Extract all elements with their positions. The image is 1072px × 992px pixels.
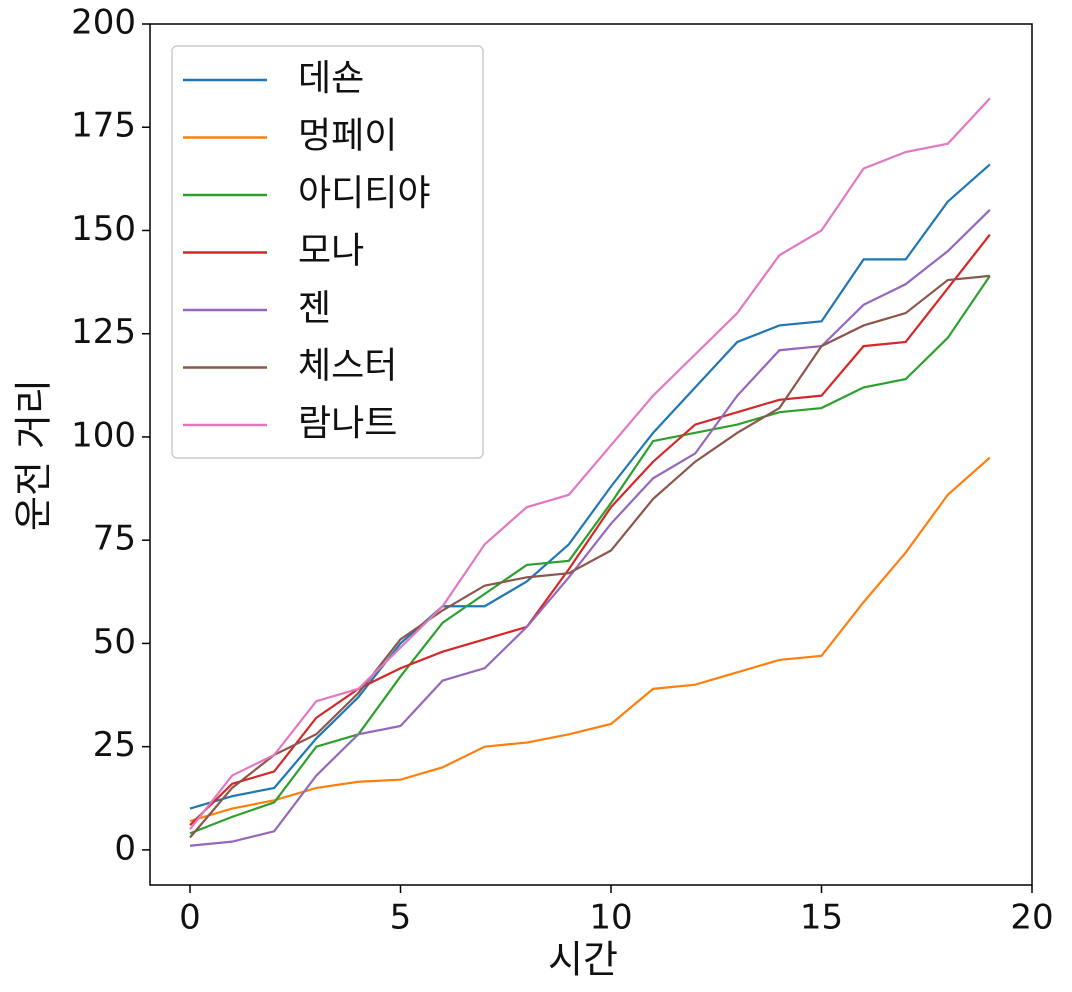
y-tick-label: 125 [71,312,136,352]
legend-label: 람나트 [298,403,397,444]
series-line [189,163,991,810]
x-tick-label: 0 [179,898,201,938]
y-tick-label: 50 [93,622,136,662]
legend-label: 아디티야 [298,173,430,214]
x-tick-label: 5 [390,898,412,938]
series-line [189,275,991,835]
legend-label: 모나 [298,231,364,272]
x-tick-label: 10 [589,898,632,938]
plot-frame [149,23,1033,886]
series-line [189,274,991,839]
series-line [189,209,991,847]
legend-label: 체스터 [298,346,397,387]
x-axis-label: 시간 [548,938,618,982]
legend-box [171,45,484,459]
y-tick-label: 75 [93,519,136,559]
y-tick-label: 175 [71,106,136,146]
y-axis-label: 운전 거리 [12,379,56,531]
y-tick-label: 200 [71,3,136,43]
series-line [189,456,991,823]
y-tick-label: 0 [114,828,136,868]
legend-label: 데숀 [298,58,364,99]
legend-label: 멍페이 [298,116,397,157]
y-tick-label: 100 [71,415,136,455]
x-tick-label: 15 [800,898,843,938]
y-tick-label: 150 [71,209,136,249]
x-tick-label: 20 [1010,898,1053,938]
series-line [189,97,991,830]
y-tick-label: 25 [93,725,136,765]
legend-label: 젠 [298,288,331,329]
series-line [189,233,991,826]
